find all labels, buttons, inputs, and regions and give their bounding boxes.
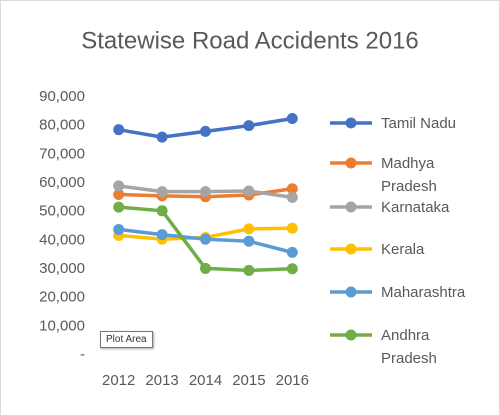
data-point	[200, 262, 211, 274]
data-point	[113, 188, 125, 200]
data-point	[200, 186, 211, 198]
legend-marker	[345, 201, 357, 213]
data-point	[243, 223, 255, 235]
legend-marker	[345, 243, 357, 255]
data-point	[243, 185, 255, 197]
legend-label: Karnataka	[381, 198, 450, 216]
legend-marker	[345, 157, 357, 169]
x-tick-label: 2012	[102, 372, 135, 389]
legend-label: Maharashtra	[381, 283, 466, 301]
y-tick-label: 10,000	[39, 317, 85, 334]
y-tick-label: 20,000	[39, 289, 85, 306]
legend-marker	[345, 329, 357, 341]
data-point	[200, 233, 211, 245]
data-point	[286, 246, 298, 258]
y-tick-label: 80,000	[39, 117, 85, 134]
data-point	[243, 235, 255, 247]
legend-label: Madhya Pradesh	[381, 154, 437, 195]
data-point	[156, 229, 168, 241]
legend-marker	[345, 286, 357, 298]
y-tick-label: 90,000	[39, 88, 85, 105]
x-tick-label: 2015	[232, 372, 265, 389]
x-tick-label: 2014	[189, 372, 222, 389]
legend-label: Kerala	[381, 240, 425, 258]
data-point	[113, 201, 125, 213]
legend-label: Tamil Nadu	[381, 114, 457, 132]
chart-title: Statewise Road Accidents 2016	[81, 27, 419, 54]
y-tick-label: 40,000	[39, 231, 85, 248]
data-point	[286, 191, 298, 203]
x-tick-label: 2013	[145, 372, 178, 389]
data-point	[286, 263, 298, 275]
data-point	[113, 124, 125, 136]
data-point	[286, 183, 298, 195]
data-point	[156, 186, 168, 198]
data-point	[200, 125, 211, 137]
data-point	[113, 180, 125, 192]
y-tick-label: 60,000	[39, 174, 85, 191]
data-point	[286, 113, 298, 124]
data-point	[243, 120, 255, 132]
x-tick-label: 2016	[276, 372, 309, 389]
data-point	[286, 222, 298, 234]
y-tick-label: -	[80, 346, 85, 363]
y-tick-label: 70,000	[39, 145, 85, 162]
legend-label: Andhra Pradesh	[381, 326, 437, 367]
y-tick-label: 30,000	[39, 260, 85, 277]
data-point	[156, 205, 168, 217]
data-point	[243, 264, 255, 276]
legend-marker	[345, 117, 357, 129]
y-tick-label: 50,000	[39, 203, 85, 220]
data-point	[156, 131, 168, 143]
data-point	[113, 223, 125, 235]
tooltip: Plot Area	[100, 331, 153, 348]
